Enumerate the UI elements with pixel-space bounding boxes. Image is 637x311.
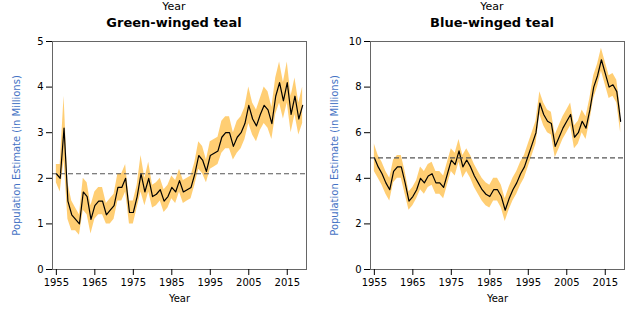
svg-text:Year: Year [486,293,509,304]
svg-text:2: 2 [37,173,43,184]
svg-text:5: 5 [37,36,43,47]
svg-text:Population Estimate (in Millio: Population Estimate (in Millions) [329,75,340,236]
svg-text:1965: 1965 [400,277,425,288]
svg-text:8: 8 [355,81,361,92]
svg-text:0: 0 [37,264,43,275]
svg-text:Year: Year [168,293,191,304]
svg-text:1985: 1985 [477,277,502,288]
svg-text:2015: 2015 [593,277,618,288]
svg-text:4: 4 [355,173,361,184]
html-text:Year: Year [162,0,186,13]
svg-text:1975: 1975 [439,277,464,288]
html-text:Blue-winged teal: Blue-winged teal [430,15,554,30]
svg-text:3: 3 [37,127,43,138]
svg-text:1995: 1995 [198,277,223,288]
svg-text:2005: 2005 [554,277,579,288]
svg-text:1985: 1985 [159,277,184,288]
svg-text:0: 0 [355,264,361,275]
svg-text:4: 4 [37,81,43,92]
svg-text:10: 10 [349,36,362,47]
svg-text:1: 1 [37,218,43,229]
svg-text:1975: 1975 [121,277,146,288]
html-text:Green-winged teal: Green-winged teal [106,15,242,30]
html-text:Year: Year [480,0,504,13]
svg-text:1995: 1995 [516,277,541,288]
svg-text:6: 6 [355,127,361,138]
svg-text:2005: 2005 [236,277,261,288]
svg-text:Population Estimate (in Millio: Population Estimate (in Millions) [11,75,22,236]
svg-text:1955: 1955 [44,277,69,288]
svg-text:2: 2 [355,218,361,229]
svg-text:2015: 2015 [275,277,300,288]
svg-text:1965: 1965 [82,277,107,288]
svg-text:1955: 1955 [362,277,387,288]
